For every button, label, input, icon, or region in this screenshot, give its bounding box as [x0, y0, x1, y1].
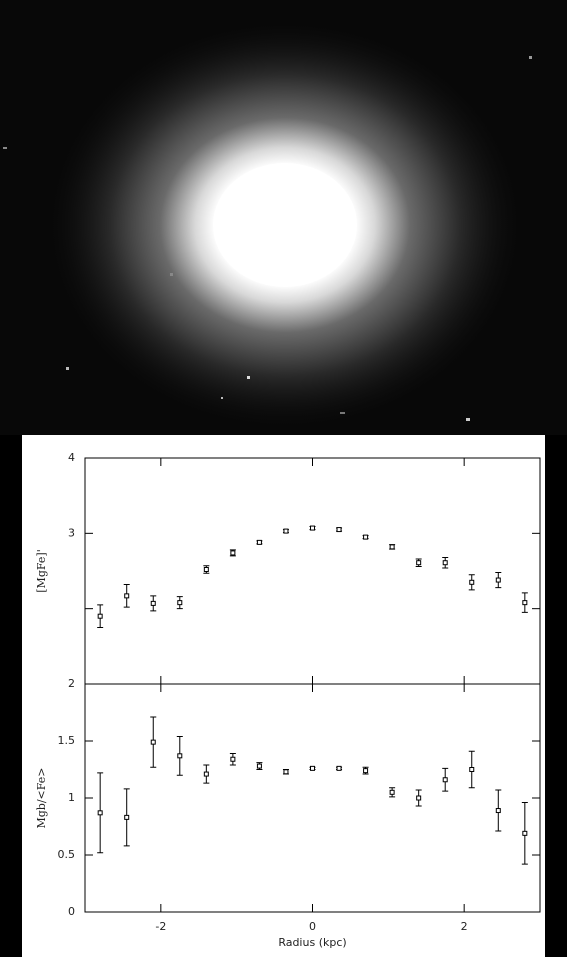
x-tick-label: -2: [155, 920, 166, 933]
x-tick-label: 2: [461, 920, 468, 933]
data-point: [389, 789, 395, 795]
plots: 3 4 [MgFe]' 0 0.5 1 1.5 2 -2 0 2 Mgb/<Fe> Radius (kp…: [35, 451, 541, 949]
y-tick-label: 1.5: [58, 734, 76, 747]
galaxy-image: [0, 0, 567, 440]
y-axis-label: Mgb/<Fe>: [35, 767, 48, 828]
data-point: [363, 768, 369, 774]
y-tick-label: 1: [68, 791, 75, 804]
y-tick-label: 4: [68, 451, 75, 464]
data-point: [522, 830, 528, 836]
data-point: [522, 600, 528, 606]
data-point: [310, 765, 315, 771]
data-point: [416, 560, 422, 566]
data-point: [336, 527, 342, 533]
y-tick-label: 0: [68, 905, 75, 918]
data-point: [150, 739, 156, 745]
y-tick-label: 2: [68, 677, 75, 690]
data-point: [256, 763, 262, 769]
data-point: [283, 769, 289, 775]
plot-panel: [22, 435, 545, 957]
data-point: [230, 550, 236, 556]
data-point: [177, 753, 183, 759]
data-point: [203, 566, 209, 572]
data-point: [469, 767, 475, 772]
data-point: [97, 613, 103, 619]
y-axis-label: [MgFe]': [35, 549, 48, 592]
data-point: [469, 579, 475, 585]
data-point: [310, 525, 315, 531]
y-tick-label: 0.5: [58, 848, 76, 861]
data-point: [283, 528, 289, 534]
data-point: [442, 777, 448, 783]
data-point: [495, 577, 501, 583]
data-point: [363, 534, 369, 540]
data-point: [389, 544, 395, 550]
data-point: [177, 600, 183, 606]
data-point: [442, 560, 448, 566]
data-point: [495, 808, 501, 814]
x-tick-label: 0: [309, 920, 316, 933]
data-point: [230, 756, 236, 762]
data-point: [150, 600, 156, 606]
data-point: [124, 593, 130, 599]
x-axis-label: Radius (kpc): [278, 936, 346, 949]
y-tick-label: 3: [68, 526, 75, 539]
data-point: [124, 814, 130, 820]
data-point: [336, 765, 342, 771]
data-point: [203, 771, 209, 777]
data-point: [256, 539, 262, 545]
data-point: [97, 810, 103, 816]
data-point: [416, 795, 422, 801]
